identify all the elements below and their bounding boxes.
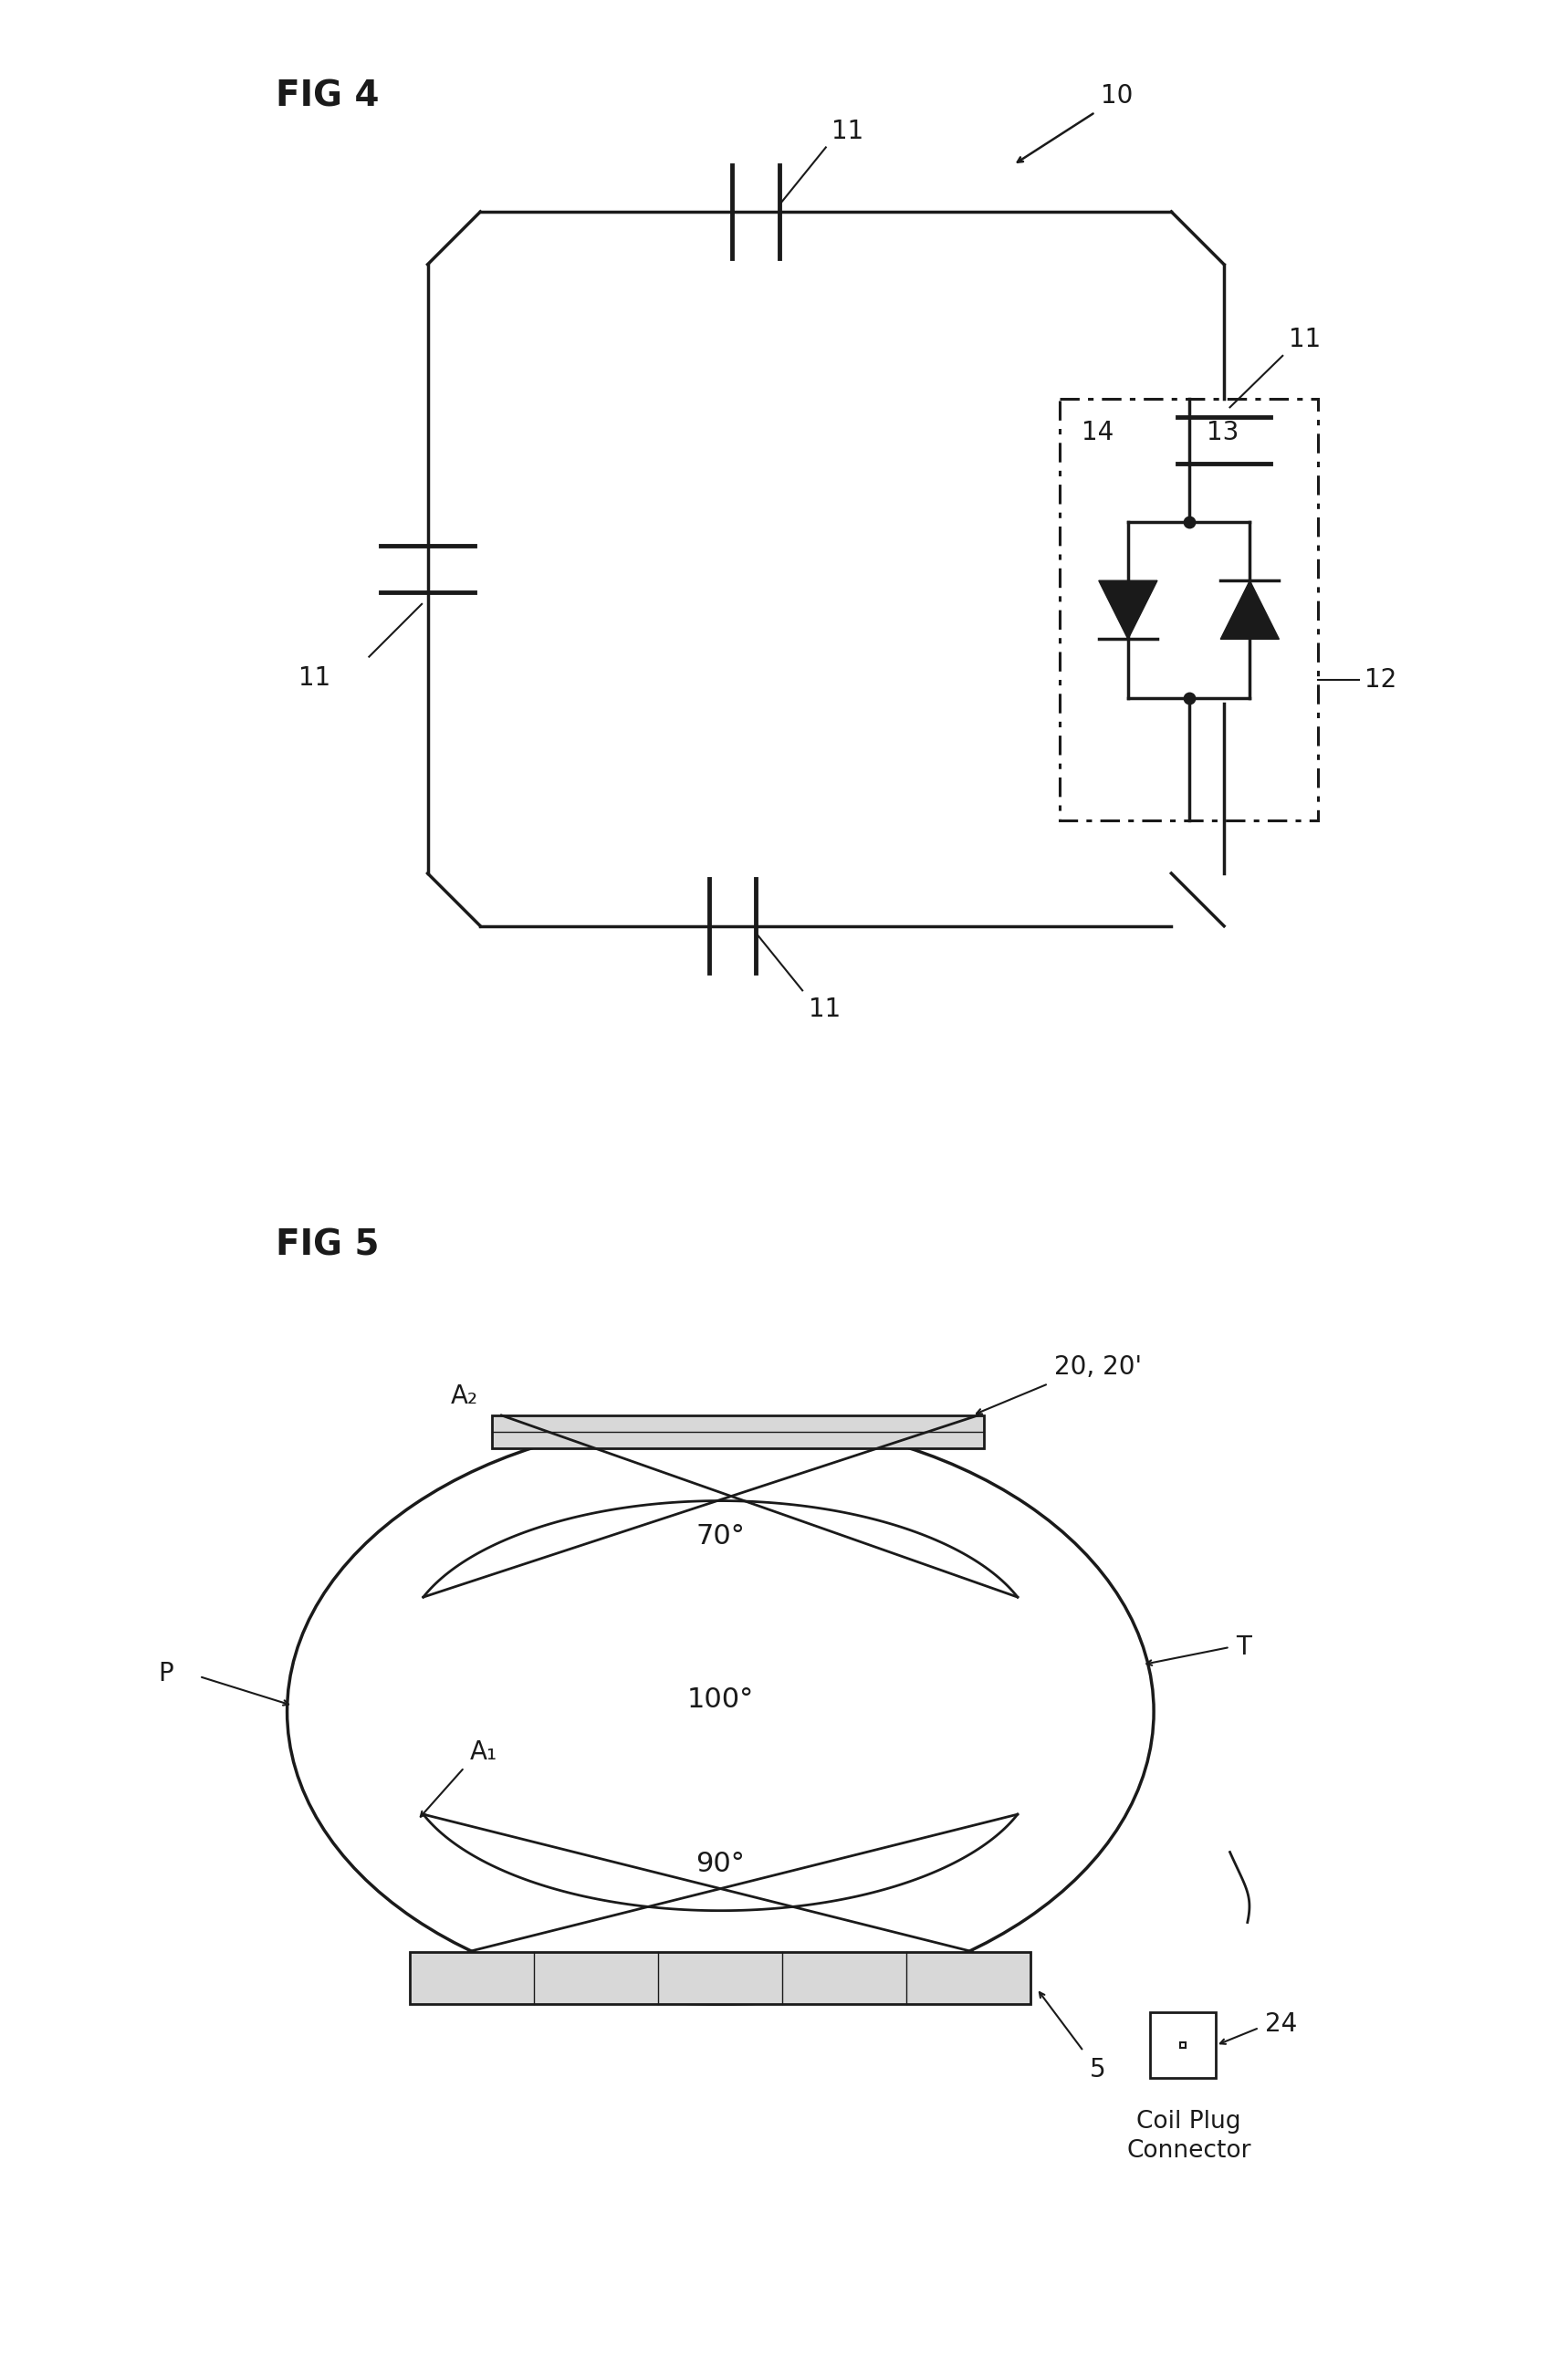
- Text: Coil Plug
Connector: Coil Plug Connector: [1126, 2109, 1251, 2163]
- Text: 70°: 70°: [696, 1523, 745, 1549]
- Text: 12: 12: [1365, 666, 1398, 693]
- Polygon shape: [492, 1416, 985, 1447]
- Text: 24: 24: [1265, 2011, 1298, 2037]
- Text: 11: 11: [809, 997, 840, 1021]
- Text: FIG 4: FIG 4: [276, 79, 379, 114]
- Text: 90°: 90°: [696, 1852, 745, 1878]
- Polygon shape: [410, 1952, 1031, 2004]
- Text: 11: 11: [1288, 326, 1321, 352]
- Text: 11: 11: [299, 664, 330, 690]
- Text: A₂: A₂: [450, 1383, 478, 1409]
- Text: 10: 10: [1102, 83, 1133, 109]
- Text: FIG 5: FIG 5: [276, 1228, 379, 1261]
- Text: 11: 11: [832, 119, 863, 143]
- Text: 14: 14: [1081, 421, 1114, 445]
- Text: 5: 5: [1089, 2056, 1106, 2082]
- Text: 20, 20': 20, 20': [1055, 1354, 1142, 1380]
- Polygon shape: [1098, 581, 1158, 640]
- Text: A₁: A₁: [471, 1740, 497, 1766]
- Polygon shape: [1220, 581, 1279, 640]
- Text: 13: 13: [1206, 421, 1239, 445]
- Text: T: T: [1235, 1635, 1251, 1659]
- Text: P: P: [159, 1661, 173, 1687]
- Text: 100°: 100°: [687, 1687, 754, 1714]
